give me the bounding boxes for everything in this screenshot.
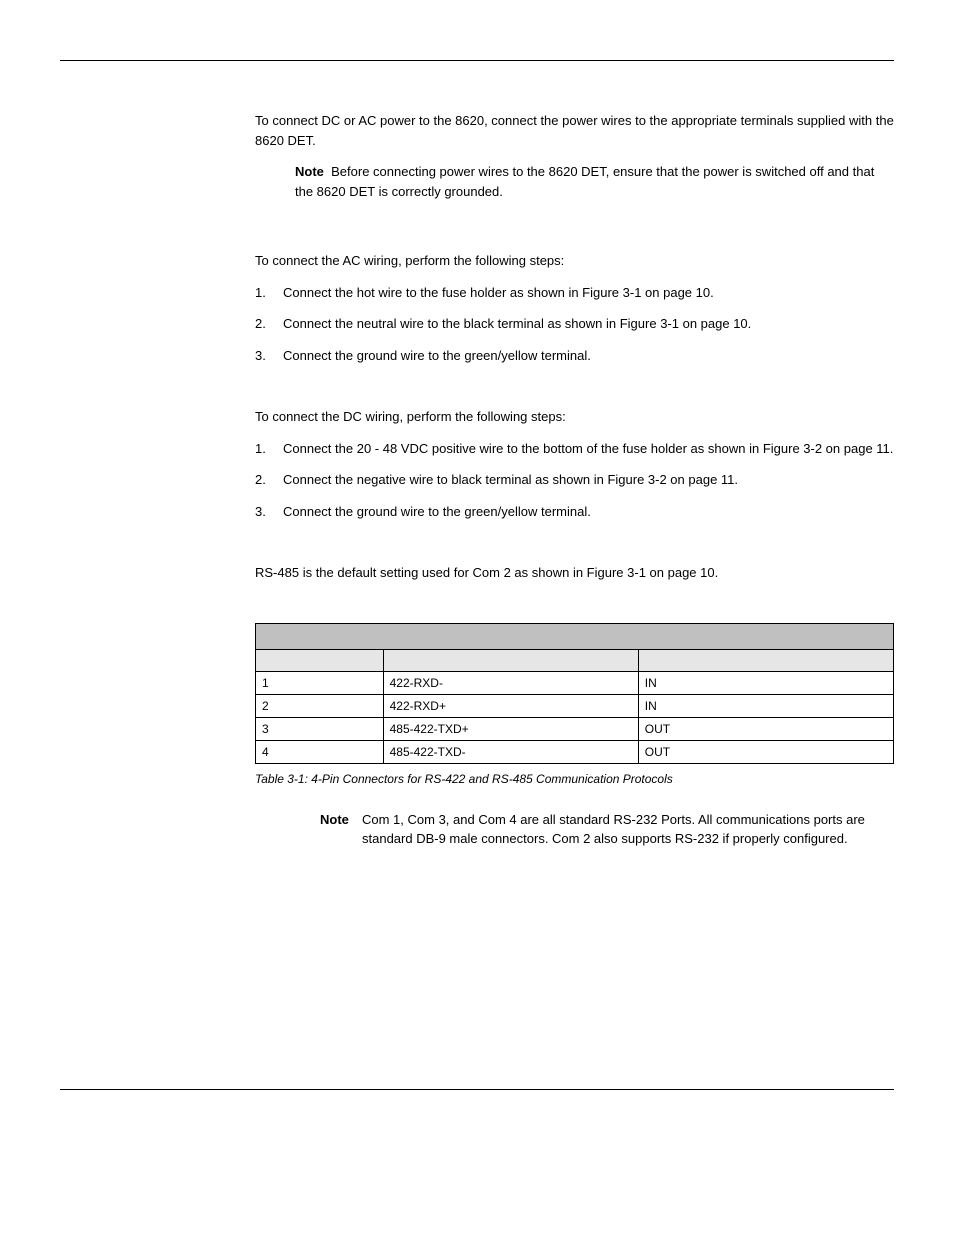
list-item: Connect the negative wire to black termi…: [255, 470, 894, 490]
note-com-ports: Note Com 1, Com 3, and Com 4 are all sta…: [320, 810, 894, 849]
note-power: Note Before connecting power wires to th…: [295, 162, 894, 201]
note-label: Note: [320, 810, 349, 830]
note-text: Before connecting power wires to the 862…: [295, 164, 874, 199]
list-item: Connect the hot wire to the fuse holder …: [255, 283, 894, 303]
table-col-header: [638, 649, 893, 671]
table-row: 3 485-422-TXD+ OUT: [256, 717, 894, 740]
table-cell: OUT: [638, 740, 893, 763]
table-cell: 3: [256, 717, 384, 740]
table-cell: OUT: [638, 717, 893, 740]
table-caption: Table 3-1: 4-Pin Connectors for RS-422 a…: [255, 772, 894, 786]
table-row: 4 485-422-TXD- OUT: [256, 740, 894, 763]
table-cell: 2: [256, 694, 384, 717]
table-col-header: [256, 649, 384, 671]
dc-intro: To connect the DC wiring, perform the fo…: [255, 407, 894, 427]
table-cell: 1: [256, 671, 384, 694]
ac-steps-list: Connect the hot wire to the fuse holder …: [255, 283, 894, 366]
table-cell: 485-422-TXD-: [383, 740, 638, 763]
table-row: 1 422-RXD- IN: [256, 671, 894, 694]
table-cell: IN: [638, 671, 893, 694]
bottom-rule: [60, 1089, 894, 1090]
table-cell: 422-RXD-: [383, 671, 638, 694]
table-cell: IN: [638, 694, 893, 717]
list-item: Connect the 20 - 48 VDC positive wire to…: [255, 439, 894, 459]
dc-steps-list: Connect the 20 - 48 VDC positive wire to…: [255, 439, 894, 522]
table-header-main: [256, 623, 894, 649]
table-row: 2 422-RXD+ IN: [256, 694, 894, 717]
pin-connector-table: 1 422-RXD- IN 2 422-RXD+ IN 3 485-422-TX…: [255, 623, 894, 764]
note-text: Com 1, Com 3, and Com 4 are all standard…: [362, 812, 865, 847]
list-item: Connect the ground wire to the green/yel…: [255, 346, 894, 366]
intro-paragraph: To connect DC or AC power to the 8620, c…: [255, 111, 894, 150]
note-label: Note: [295, 164, 324, 179]
ac-intro: To connect the AC wiring, perform the fo…: [255, 251, 894, 271]
table-cell: 422-RXD+: [383, 694, 638, 717]
list-item: Connect the ground wire to the green/yel…: [255, 502, 894, 522]
table-cell: 4: [256, 740, 384, 763]
rs485-paragraph: RS-485 is the default setting used for C…: [255, 563, 894, 583]
list-item: Connect the neutral wire to the black te…: [255, 314, 894, 334]
table-cell: 485-422-TXD+: [383, 717, 638, 740]
top-rule: [60, 60, 894, 61]
table-col-header: [383, 649, 638, 671]
